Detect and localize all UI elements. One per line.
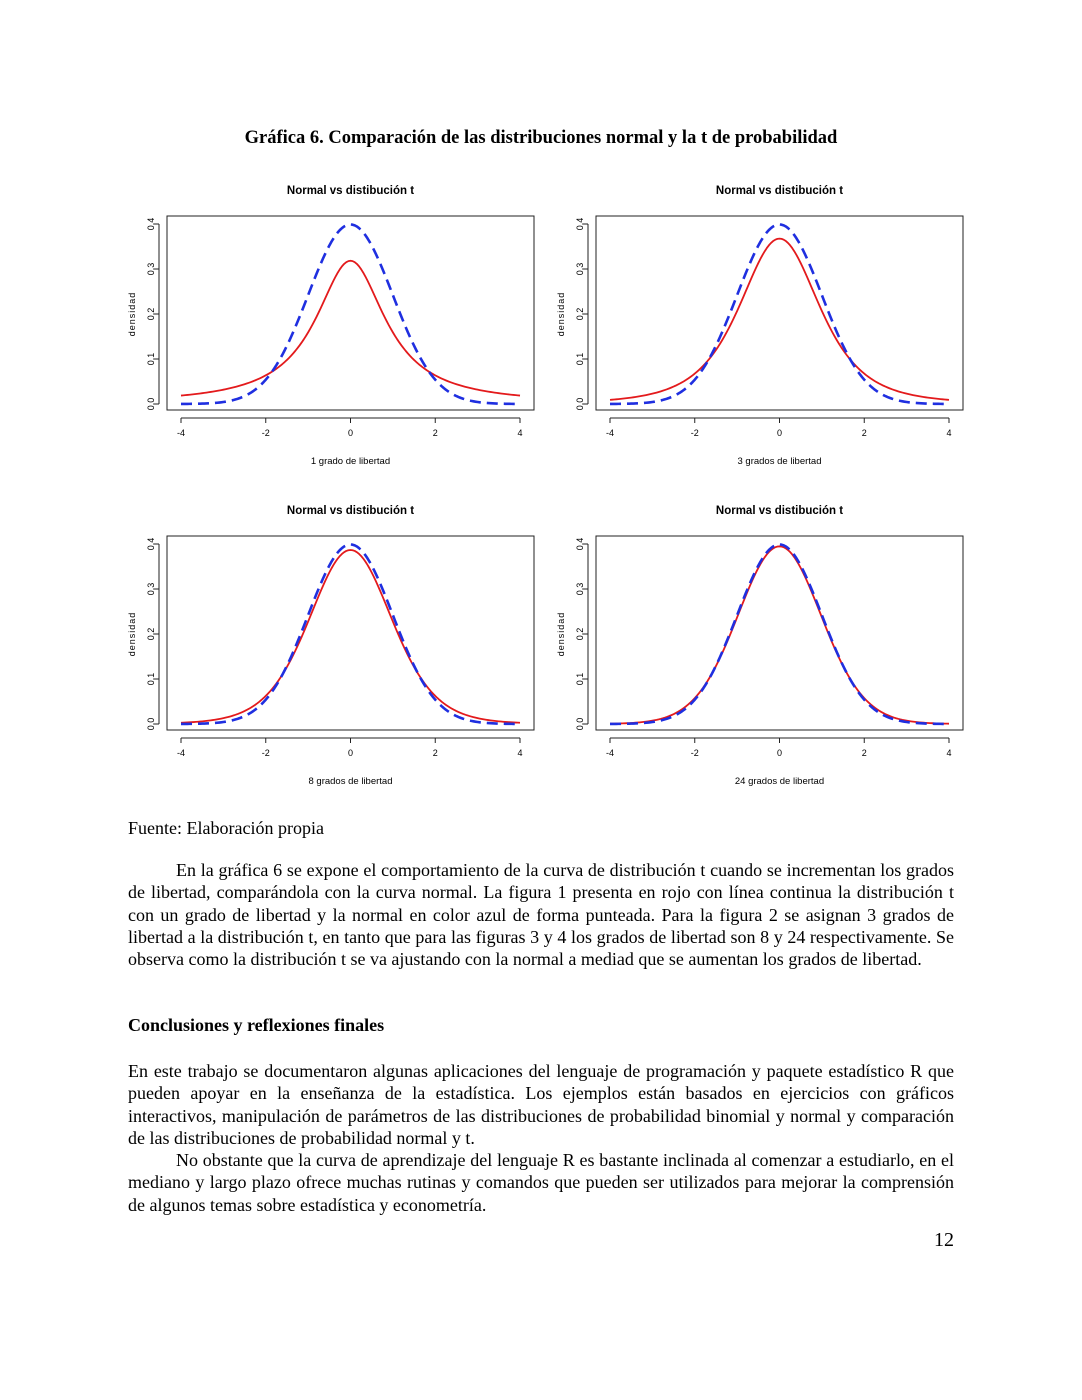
normal-curve bbox=[609, 223, 950, 406]
section-heading: Conclusiones y reflexiones finales bbox=[128, 1015, 385, 1035]
y-tick-label: 0.3 bbox=[575, 583, 585, 596]
normal-curve bbox=[180, 223, 521, 406]
y-axis-label: densidad bbox=[556, 292, 566, 337]
chart-panel-3: Normal vs distibución t -4 -2 0 2 4 0.0 0.1 0.2 0… bbox=[125, 498, 555, 808]
x-tick-label: 4 bbox=[517, 428, 522, 438]
y-tick-label: 0.1 bbox=[146, 673, 156, 686]
x-tick-label: -4 bbox=[606, 428, 614, 438]
chart-title: Normal vs distibución t bbox=[287, 505, 414, 517]
normal-curve bbox=[609, 543, 950, 726]
figure-title: Gráfica 6. Comparación de las distribuci… bbox=[244, 128, 838, 148]
x-tick-label: 0 bbox=[777, 748, 782, 758]
chart-svg: Normal vs distibución t -4 -2 0 2 4 0.0 0.1 0.2 0… bbox=[127, 505, 535, 787]
paragraph-conclusions-2: No obstante que la curva de aprendizaje … bbox=[128, 1150, 954, 1215]
chart-svg: Normal vs distibución t -4 -2 0 2 4 0.0 0.1 0.2 0… bbox=[556, 505, 964, 787]
x-tick-label: 2 bbox=[433, 748, 438, 758]
plot-frame bbox=[166, 535, 535, 731]
chart-title: Normal vs distibución t bbox=[716, 185, 843, 197]
y-tick-label: 0.4 bbox=[146, 538, 156, 551]
x-tick-label: 0 bbox=[348, 748, 353, 758]
y-tick-label: 0.2 bbox=[575, 308, 585, 321]
y-axis-label: densidad bbox=[127, 612, 137, 657]
y-tick-label: 0.2 bbox=[146, 308, 156, 321]
y-tick-label: 0.2 bbox=[575, 628, 585, 641]
x-tick-label: -4 bbox=[177, 428, 185, 438]
y-tick-label: 0.1 bbox=[146, 353, 156, 366]
x-tick-label: -2 bbox=[691, 748, 699, 758]
x-tick-label: 2 bbox=[862, 428, 867, 438]
paragraph-figure-description: En la gráfica 6 se expone el comportamie… bbox=[128, 860, 954, 970]
y-tick-label: 0.0 bbox=[146, 718, 156, 731]
y-tick-label: 0.1 bbox=[575, 673, 585, 686]
y-axis-label: densidad bbox=[556, 612, 566, 657]
chart-panel-2: Normal vs distibución t -4 -2 0 2 4 0.0 0.1 0.2 0… bbox=[554, 178, 984, 488]
y-tick-label: 0.2 bbox=[146, 628, 156, 641]
x-tick-label: 4 bbox=[946, 748, 951, 758]
y-tick-label: 0.4 bbox=[575, 538, 585, 551]
plot-frame bbox=[595, 215, 964, 411]
y-tick-label: 0.0 bbox=[575, 718, 585, 731]
x-tick-label: -2 bbox=[262, 748, 270, 758]
y-tick-label: 0.3 bbox=[146, 263, 156, 276]
figure-source: Fuente: Elaboración propia bbox=[128, 818, 324, 838]
x-axis-label: 24 grados de libertad bbox=[735, 776, 824, 787]
normal-curve bbox=[180, 543, 521, 726]
x-axis-label: 8 grados de libertad bbox=[309, 776, 393, 787]
page-number: 12 bbox=[934, 1229, 954, 1251]
paragraph-conclusions-1: En este trabajo se documentaron algunas … bbox=[128, 1061, 954, 1148]
plot-frame bbox=[595, 535, 964, 731]
t-distribution-curve bbox=[609, 545, 950, 725]
x-tick-label: 0 bbox=[777, 428, 782, 438]
x-tick-label: 2 bbox=[433, 428, 438, 438]
x-tick-label: 4 bbox=[946, 428, 951, 438]
t-distribution-curve bbox=[609, 237, 950, 401]
y-tick-label: 0.3 bbox=[146, 583, 156, 596]
y-axis-label: densidad bbox=[127, 292, 137, 337]
t-distribution-curve bbox=[180, 549, 521, 724]
x-tick-label: -4 bbox=[606, 748, 614, 758]
t-distribution-curve bbox=[180, 259, 521, 397]
chart-svg: Normal vs distibución t -4 -2 0 2 4 0.0 0.1 0.2 0… bbox=[127, 185, 535, 467]
x-tick-label: 0 bbox=[348, 428, 353, 438]
chart-svg: Normal vs distibución t -4 -2 0 2 4 0.0 0.1 0.2 0… bbox=[556, 185, 964, 467]
y-tick-label: 0.4 bbox=[146, 218, 156, 231]
chart-title: Normal vs distibución t bbox=[287, 185, 414, 197]
plot-frame bbox=[166, 215, 535, 411]
y-tick-label: 0.0 bbox=[146, 398, 156, 411]
x-tick-label: -2 bbox=[691, 428, 699, 438]
x-tick-label: 2 bbox=[862, 748, 867, 758]
x-tick-label: -2 bbox=[262, 428, 270, 438]
y-tick-label: 0.1 bbox=[575, 353, 585, 366]
y-tick-label: 0.4 bbox=[575, 218, 585, 231]
y-tick-label: 0.0 bbox=[575, 398, 585, 411]
x-axis-label: 1 grado de libertad bbox=[311, 456, 390, 467]
chart-panel-4: Normal vs distibución t -4 -2 0 2 4 0.0 0.1 0.2 0… bbox=[554, 498, 984, 808]
x-tick-label: -4 bbox=[177, 748, 185, 758]
chart-title: Normal vs distibución t bbox=[716, 505, 843, 517]
x-axis-label: 3 grados de libertad bbox=[738, 456, 822, 467]
x-tick-label: 4 bbox=[517, 748, 522, 758]
y-tick-label: 0.3 bbox=[575, 263, 585, 276]
chart-panel-1: Normal vs distibución t -4 -2 0 2 4 0.0 0.1 0.2 0… bbox=[125, 178, 555, 488]
